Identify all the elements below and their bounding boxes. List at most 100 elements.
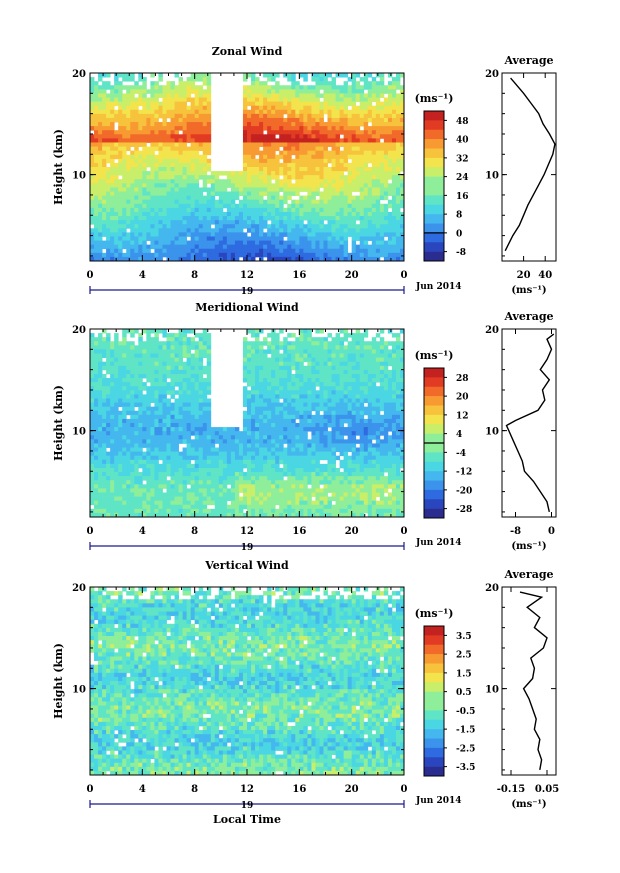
x-tick-label: 4 bbox=[139, 270, 146, 281]
y-axis: 10 20 bbox=[72, 69, 404, 257]
y-tick-label: 10 bbox=[72, 427, 86, 438]
x-tick-label: 20 bbox=[345, 784, 359, 795]
colorbar-tick-label: -4 bbox=[456, 449, 466, 459]
heatmap-cells bbox=[90, 329, 405, 518]
x-tick-label: 4 bbox=[139, 526, 146, 537]
average-profile: Average 10 20 -8 0(ms⁻¹) bbox=[485, 310, 557, 552]
profile-line bbox=[504, 77, 556, 252]
colorbar-tick-label: 3.5 bbox=[456, 632, 472, 642]
profile-y-tick-label: 20 bbox=[485, 583, 499, 594]
x-tick-label: 16 bbox=[292, 526, 306, 537]
profile-line bbox=[519, 591, 548, 771]
colorbar-tick-label: 28 bbox=[456, 374, 469, 384]
profile-title: Average bbox=[503, 54, 553, 67]
colorbar-tick-label: -28 bbox=[456, 505, 472, 515]
colorbar-tick-label: -1.5 bbox=[456, 726, 475, 736]
x-tick-label: 8 bbox=[191, 526, 198, 537]
colorbar-tick-label: -0.5 bbox=[456, 707, 475, 717]
x-tick-label: 20 bbox=[345, 526, 359, 537]
x-tick-label: 16 bbox=[292, 784, 306, 795]
profile-x-tick-label: 40 bbox=[538, 270, 552, 281]
panel-title: Vertical Wind bbox=[204, 559, 289, 572]
colorbar-tick-label: 40 bbox=[456, 136, 469, 146]
y-tick-label: 10 bbox=[72, 685, 86, 696]
x-tick-label: 4 bbox=[139, 784, 146, 795]
colorbar-tick-label: -3.5 bbox=[456, 763, 475, 773]
colorbar-unit: (ms⁻¹) bbox=[415, 92, 454, 105]
colorbar-tick-label: 4 bbox=[456, 430, 462, 440]
colorbar-tick-label: -2.5 bbox=[456, 744, 475, 754]
colorbar-tick-label: 0 bbox=[456, 229, 462, 239]
colorbar-tick-label: 24 bbox=[456, 173, 469, 183]
x-axis-label: Local Time bbox=[213, 813, 281, 826]
colorbar: (ms⁻¹) 48 40 32 24 16 8 0 -8 bbox=[415, 92, 469, 262]
month-label: Jun 2014 bbox=[415, 538, 462, 548]
profile-x-axis-label: (ms⁻¹) bbox=[511, 799, 546, 810]
profile-x-tick-label: -0.15 bbox=[497, 784, 526, 795]
x-tick-label: 20 bbox=[345, 270, 359, 281]
colorbar-tick-label: -8 bbox=[456, 248, 466, 258]
heatmap-cells bbox=[90, 73, 405, 262]
colorbar-unit: (ms⁻¹) bbox=[415, 607, 454, 620]
x-tick-label: 0 bbox=[87, 784, 94, 795]
profile-title: Average bbox=[503, 568, 553, 581]
month-label: Jun 2014 bbox=[415, 796, 462, 806]
date-label: 19 bbox=[241, 801, 254, 811]
profile-frame bbox=[501, 328, 557, 518]
x-axis: 0 4 8 12 16 20 0 bbox=[87, 587, 408, 795]
x-tick-label: 16 bbox=[292, 270, 306, 281]
profile-x-axis-label: (ms⁻¹) bbox=[511, 541, 546, 552]
panel-title: Meridional Wind bbox=[195, 301, 299, 314]
colorbar-tick-label: 32 bbox=[456, 154, 469, 164]
colorbar-tick-label: 2.5 bbox=[456, 651, 472, 661]
y-axis-label: Height (km) bbox=[52, 385, 65, 461]
colorbar: (ms⁻¹) 3.5 2.5 1.5 0.5 -0.5 -1.5 -2.5 -3.5 bbox=[415, 607, 475, 777]
x-tick-label: 0 bbox=[401, 784, 408, 795]
profile-x-tick-label: 0 bbox=[548, 526, 555, 537]
colorbar-tick-label: -20 bbox=[456, 486, 472, 496]
average-profile: Average 10 20 -0.15 0.05 (ms⁻¹) bbox=[485, 568, 559, 810]
profile-line bbox=[505, 333, 555, 513]
profile-y-tick-label: 10 bbox=[485, 427, 499, 438]
profile-y-tick-label: 20 bbox=[485, 325, 499, 336]
y-axis: 10 20 bbox=[72, 583, 404, 771]
panel-title: Zonal Wind bbox=[212, 45, 283, 58]
date-label: 19 bbox=[241, 287, 254, 297]
colorbar-tick-label: 8 bbox=[456, 211, 462, 221]
x-tick-label: 0 bbox=[87, 526, 94, 537]
colorbar-tick-label: -12 bbox=[456, 468, 472, 478]
profile-x-tick-label: -8 bbox=[510, 526, 521, 537]
y-axis: 10 20 bbox=[72, 325, 404, 513]
x-tick-label: 0 bbox=[401, 526, 408, 537]
x-tick-label: 8 bbox=[191, 270, 198, 281]
y-tick-label: 10 bbox=[72, 171, 86, 182]
heatmap-cells bbox=[90, 587, 405, 776]
colorbar-tick-label: 16 bbox=[456, 192, 469, 202]
profile-frame bbox=[501, 586, 557, 776]
date-label: 19 bbox=[241, 543, 254, 553]
x-axis: 0 4 8 12 16 20 0 bbox=[87, 73, 408, 281]
y-axis-label: Height (km) bbox=[52, 129, 65, 205]
date-bar: 19 Jun 2014 bbox=[89, 538, 462, 553]
colorbar-unit: (ms⁻¹) bbox=[415, 349, 454, 362]
average-profile: Average 10 20 20 40 (ms⁻¹) bbox=[485, 54, 557, 296]
profile-frame bbox=[501, 72, 557, 262]
colorbar: (ms⁻¹) 28 20 12 4 -4 -12 -20 -28 bbox=[415, 349, 472, 519]
x-axis: 0 4 8 12 16 20 0 bbox=[87, 329, 408, 537]
y-tick-label: 20 bbox=[72, 583, 86, 594]
profile-y-tick-label: 10 bbox=[485, 685, 499, 696]
profile-y-tick-label: 10 bbox=[485, 171, 499, 182]
x-tick-label: 12 bbox=[240, 784, 254, 795]
colorbar-tick-label: 12 bbox=[456, 411, 469, 421]
y-tick-label: 20 bbox=[72, 325, 86, 336]
date-bar: 19 Jun 2014 bbox=[89, 282, 462, 297]
profile-title: Average bbox=[503, 310, 553, 323]
colorbar-tick-label: 48 bbox=[456, 117, 469, 127]
x-tick-label: 12 bbox=[240, 526, 254, 537]
y-tick-label: 20 bbox=[72, 69, 86, 80]
profile-x-tick-label: 20 bbox=[517, 270, 531, 281]
